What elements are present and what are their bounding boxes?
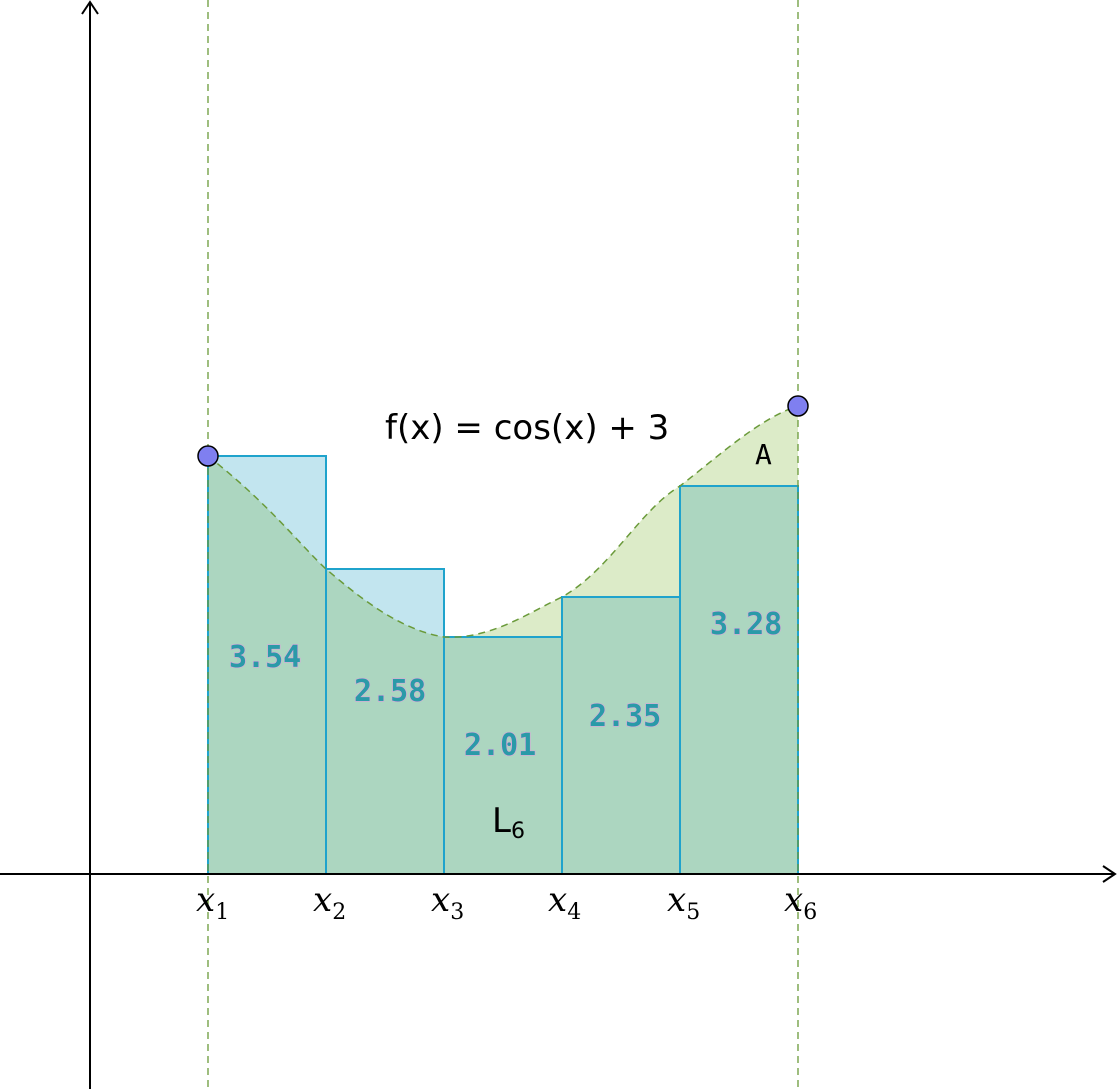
sum-label: L6 (492, 801, 525, 844)
rect-area-overlap (208, 456, 798, 874)
riemann-rect-overlap (680, 486, 798, 874)
rect-value-label: 3.28 (710, 607, 782, 642)
x-tick-label: x5 (667, 880, 700, 925)
endpoint-left[interactable] (197, 445, 219, 467)
riemann-rect-overlap (444, 637, 562, 874)
function-curve (207, 405, 799, 638)
endpoint-right[interactable] (787, 395, 809, 417)
x-tick-label: x2 (313, 880, 346, 925)
x-tick-label: x1 (196, 880, 229, 925)
riemann-rect-overlap (562, 597, 680, 874)
rect-value-label: 2.58 (354, 674, 426, 709)
x-tick-label: x3 (431, 880, 464, 925)
x-tick-label: x6 (784, 880, 817, 925)
area-label: A (755, 438, 772, 471)
function-label: f(x) = cos(x) + 3 (385, 408, 669, 448)
rect-value-label: 2.35 (589, 699, 661, 734)
rect-value-label: 2.01 (464, 728, 536, 763)
y-axis-arrow-icon (81, 0, 99, 15)
x-axis-arrow-icon (1102, 865, 1117, 883)
x-tick-label: x4 (548, 880, 581, 925)
rect-value-label: 3.54 (229, 640, 301, 675)
